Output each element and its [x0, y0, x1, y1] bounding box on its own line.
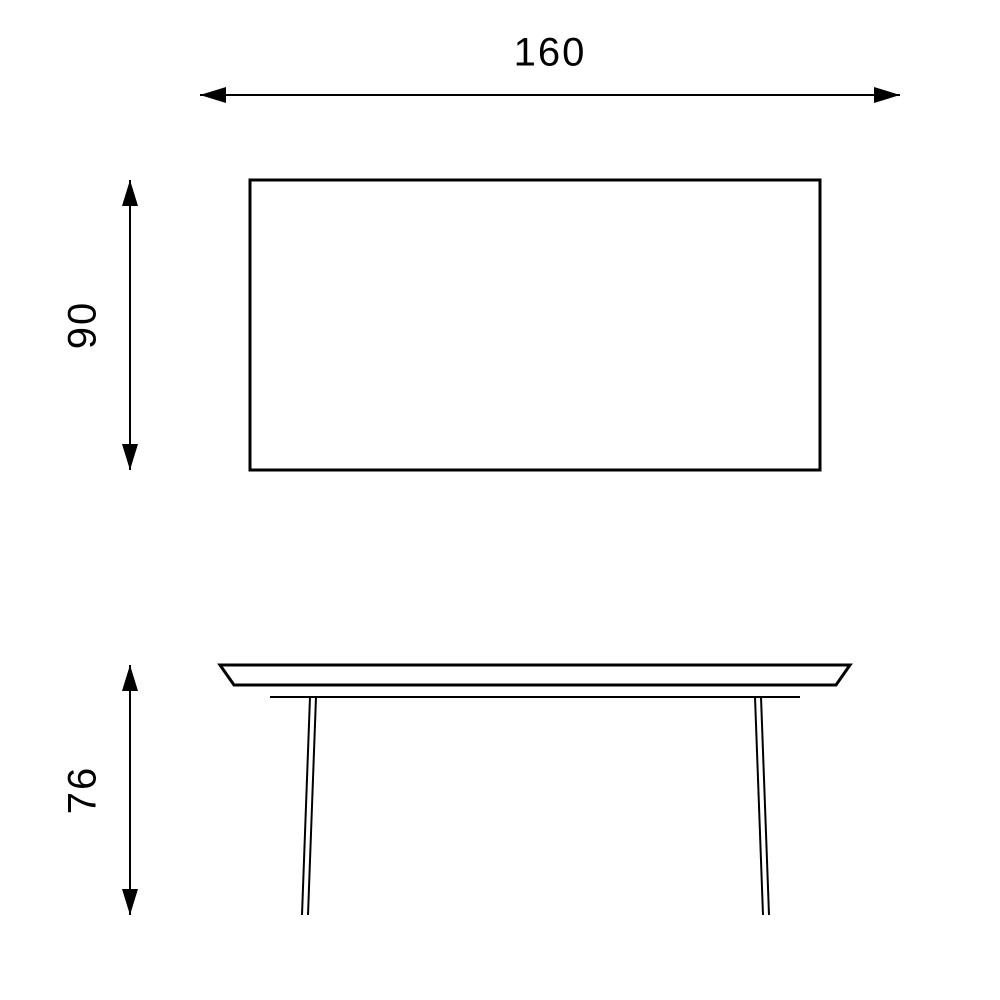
dimension-height-label: 76 [61, 766, 105, 815]
dimension-depth-label: 90 [61, 301, 105, 350]
dimension-width-label: 160 [514, 31, 587, 75]
table-top-view [250, 180, 820, 470]
technical-drawing: 160 90 76 [0, 0, 1000, 1000]
table-side-view [220, 665, 850, 915]
